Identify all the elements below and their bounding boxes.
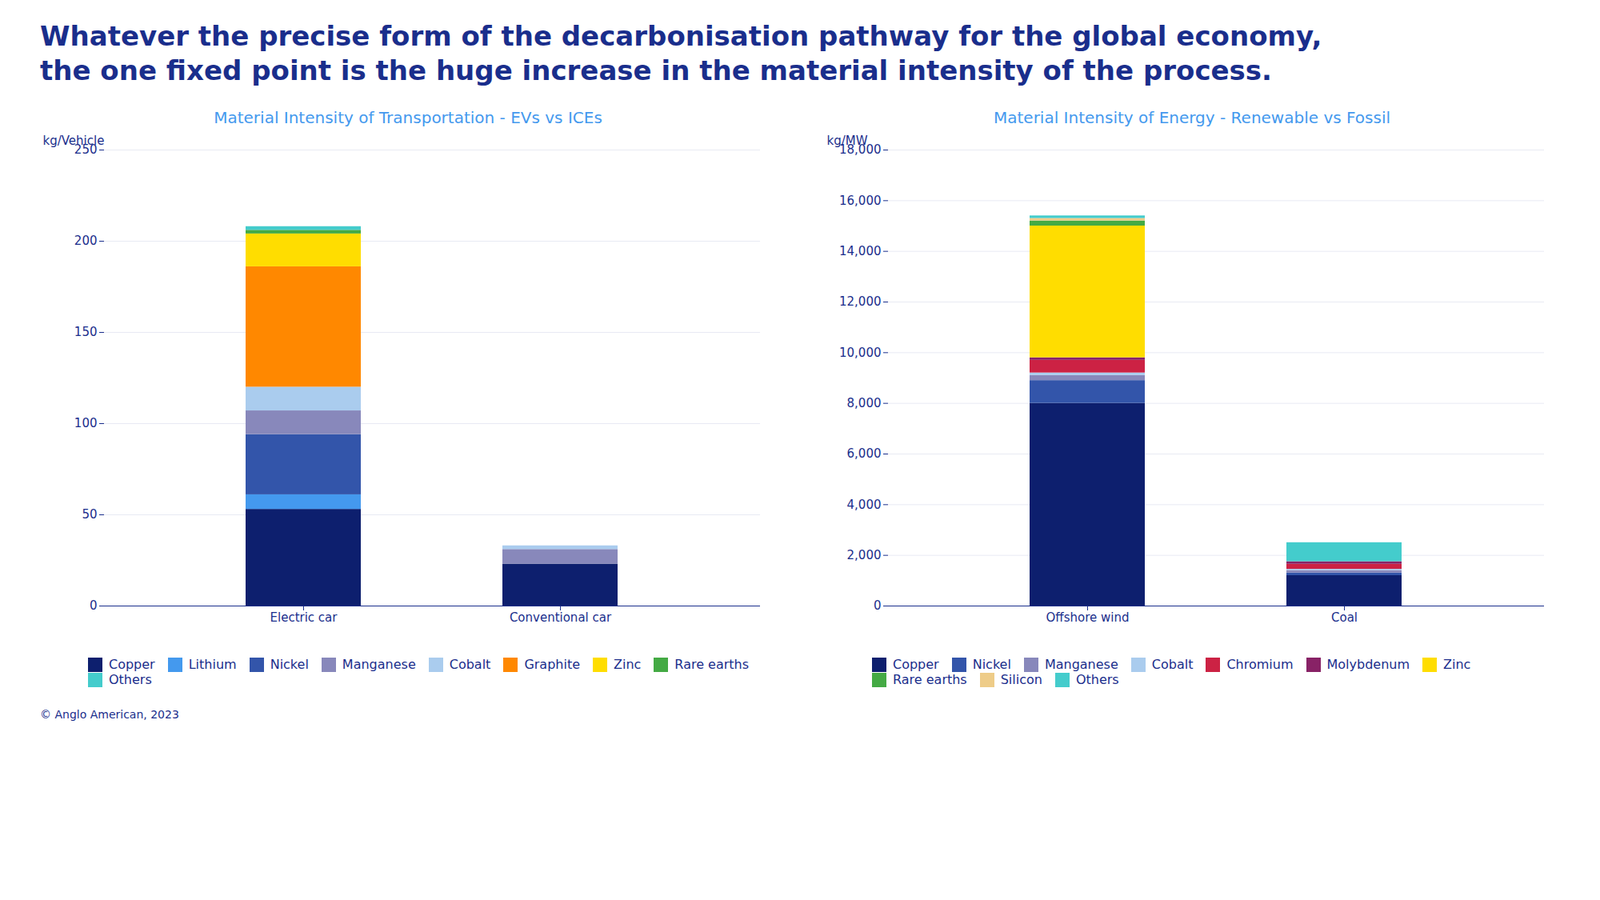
- svg-text:kg/Vehicle: kg/Vehicle: [43, 133, 105, 148]
- html-text:Nickel: Nickel: [270, 656, 309, 672]
- html-text:© Anglo American, 2023: © Anglo American, 2023: [40, 708, 180, 721]
- html-text:Manganese: Manganese: [1044, 656, 1119, 672]
- svg-text:150: 150: [74, 324, 98, 340]
- html-text:Others: Others: [1075, 672, 1119, 688]
- svg-text:4,000: 4,000: [847, 497, 882, 512]
- svg-text:16,000: 16,000: [839, 193, 882, 208]
- svg-text:Conventional car: Conventional car: [509, 610, 612, 625]
- html-text:Chromium: Chromium: [1226, 656, 1294, 672]
- svg-text:kg/MW: kg/MW: [827, 133, 868, 148]
- svg-text:50: 50: [81, 507, 97, 522]
- svg-text:10,000: 10,000: [839, 345, 882, 360]
- html-text:Molybdenum: Molybdenum: [1326, 656, 1410, 672]
- html-text:Zinc: Zinc: [1443, 656, 1471, 672]
- html-text:Material Intensity of Transpor: Material Intensity of Transportation - E…: [213, 108, 603, 128]
- svg-text:200: 200: [74, 233, 98, 248]
- html-text:Lithium: Lithium: [188, 656, 237, 672]
- html-text:Copper: Copper: [892, 656, 939, 672]
- svg-text:250: 250: [74, 142, 98, 158]
- svg-text:Electric car: Electric car: [270, 610, 339, 625]
- html-text:Others: Others: [108, 672, 152, 688]
- html-text:Nickel: Nickel: [972, 656, 1012, 672]
- svg-text:100: 100: [74, 416, 98, 431]
- svg-text:2,000: 2,000: [847, 548, 882, 563]
- html-text:Copper: Copper: [108, 656, 155, 672]
- svg-text:14,000: 14,000: [839, 244, 882, 259]
- html-text:Silicon: Silicon: [1000, 672, 1043, 688]
- html-text:Cobalt: Cobalt: [1151, 656, 1194, 672]
- html-text:Zinc: Zinc: [613, 656, 642, 672]
- html-text:Material Intensity of Energy -: Material Intensity of Energy - Renewable…: [993, 108, 1391, 128]
- svg-text:0: 0: [89, 598, 98, 613]
- svg-text:18,000: 18,000: [839, 142, 882, 158]
- html-text:Rare earths: Rare earths: [892, 672, 967, 688]
- html-text:Graphite: Graphite: [524, 656, 580, 672]
- svg-text:6,000: 6,000: [847, 446, 882, 461]
- html-text:Rare earths: Rare earths: [674, 656, 749, 672]
- html-text:Cobalt: Cobalt: [449, 656, 491, 672]
- svg-text:8,000: 8,000: [847, 396, 882, 411]
- svg-text:0: 0: [873, 598, 882, 613]
- html-text:Manganese: Manganese: [342, 656, 416, 672]
- svg-text:Offshore wind: Offshore wind: [1046, 610, 1130, 625]
- html-text:Whatever the precise form of t: Whatever the precise form of the decarbo…: [40, 20, 1322, 86]
- svg-text:12,000: 12,000: [839, 294, 882, 309]
- svg-text:Coal: Coal: [1331, 610, 1358, 625]
